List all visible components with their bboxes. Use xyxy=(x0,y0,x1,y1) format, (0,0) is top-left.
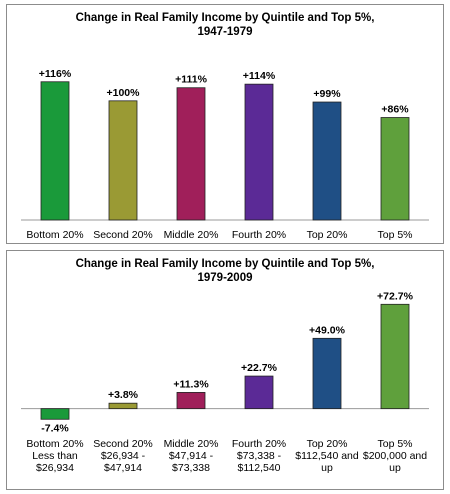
data-label: +111% xyxy=(175,74,207,86)
x-tick-label: Fourth 20% xyxy=(232,229,286,241)
bar xyxy=(176,392,206,410)
chart-title-line: 1947-1979 xyxy=(198,26,253,38)
x-tick-label: up xyxy=(321,462,333,474)
x-tick-label: Middle 20% xyxy=(164,438,219,450)
chart-panel-1979-2009: Change in Real Family Income by Quintile… xyxy=(6,250,444,490)
data-label: -7.4% xyxy=(41,422,69,434)
bar xyxy=(380,303,410,410)
x-tick-label: $112,540 and xyxy=(295,450,359,462)
bar xyxy=(380,117,410,221)
x-tick-label: $26,934 xyxy=(36,462,74,474)
x-tick-label: Middle 20% xyxy=(164,229,219,241)
data-label: +72.7% xyxy=(377,290,414,302)
data-label: +99% xyxy=(313,88,341,100)
data-label: +114% xyxy=(243,70,276,82)
bar xyxy=(312,337,342,410)
bar xyxy=(244,375,274,410)
x-tick-label: $26,934 - xyxy=(101,450,146,462)
chart-title-line: Change in Real Family Income by Quintile… xyxy=(76,258,375,270)
x-tick-label: Top 5% xyxy=(377,229,412,241)
data-label: +3.8% xyxy=(108,389,139,401)
chart-svg-1979-2009: Change in Real Family Income by Quintile… xyxy=(21,258,429,474)
chart-panel-1947-1979: Change in Real Family Income by Quintile… xyxy=(6,4,444,244)
x-tick-label: Bottom 20% xyxy=(26,438,83,450)
x-tick-label: Second 20% xyxy=(93,438,153,450)
bar xyxy=(108,402,138,410)
x-tick-label: Second 20% xyxy=(93,229,153,241)
data-label: +49.0% xyxy=(309,324,346,336)
x-tick-label: up xyxy=(389,462,401,474)
chart-title-line: Change in Real Family Income by Quintile… xyxy=(76,12,375,24)
x-tick-label: Bottom 20% xyxy=(26,229,83,241)
chart-svg-1947-1979: Change in Real Family Income by Quintile… xyxy=(21,12,429,241)
data-label: +22.7% xyxy=(241,362,278,374)
x-tick-label: $47,914 xyxy=(104,462,142,474)
x-tick-label: $200,000 and xyxy=(363,450,427,462)
x-tick-label: Top 5% xyxy=(377,438,412,450)
data-label: +116% xyxy=(39,68,72,80)
bar xyxy=(244,83,274,221)
chart-title-line: 1979-2009 xyxy=(198,272,253,284)
bar xyxy=(108,100,138,221)
data-label: +11.3% xyxy=(173,378,209,390)
x-tick-label: $47,914 - xyxy=(169,450,214,462)
x-tick-label: $73,338 xyxy=(172,462,210,474)
bar xyxy=(176,87,206,221)
data-label: +86% xyxy=(381,104,409,116)
x-tick-label: $112,540 xyxy=(237,462,280,474)
x-tick-label: Fourth 20% xyxy=(232,438,286,450)
bar xyxy=(40,81,70,221)
x-tick-label: Top 20% xyxy=(307,229,348,241)
bar xyxy=(312,101,342,221)
data-label: +100% xyxy=(107,87,141,99)
bar xyxy=(40,408,70,420)
x-tick-label: $73,338 - xyxy=(237,450,282,462)
x-tick-label: Less than xyxy=(32,450,78,462)
x-tick-label: Top 20% xyxy=(307,438,348,450)
